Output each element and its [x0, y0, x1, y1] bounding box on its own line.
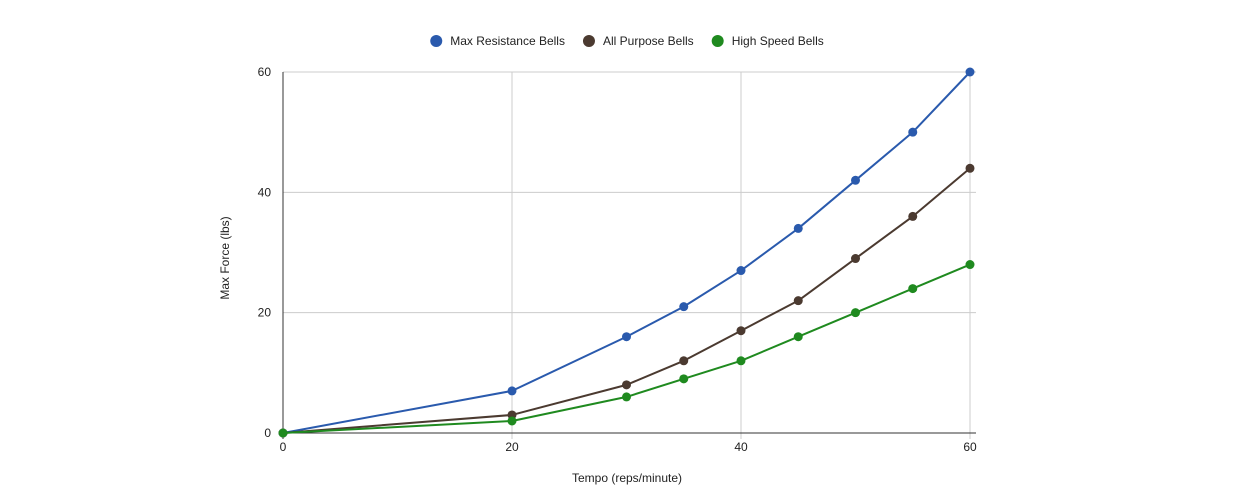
legend-label: High Speed Bells — [732, 34, 824, 48]
data-point[interactable] — [851, 308, 860, 318]
data-point[interactable] — [965, 67, 975, 77]
series-line — [282, 263, 971, 434]
x-axis-title: Tempo (reps/minute) — [572, 471, 682, 485]
x-tick-label: 40 — [734, 440, 748, 454]
data-point[interactable] — [622, 332, 631, 342]
y-axis-title: Max Force (lbs) — [218, 216, 232, 299]
data-point[interactable] — [965, 163, 975, 173]
x-tick-label: 60 — [963, 440, 977, 454]
legend: Max Resistance Bells All Purpose Bells Hig… — [430, 34, 824, 48]
grid-lines — [283, 71, 976, 439]
series-lines — [278, 67, 975, 438]
y-tick-label: 20 — [258, 306, 272, 320]
legend-marker — [430, 35, 443, 47]
data-point[interactable] — [278, 428, 288, 438]
data-point[interactable] — [622, 392, 631, 402]
x-tick-label: 0 — [280, 440, 287, 454]
y-tick-label: 60 — [258, 65, 272, 79]
series-2 — [278, 260, 975, 438]
data-point[interactable] — [851, 175, 860, 185]
legend-marker — [711, 35, 724, 47]
legend-item[interactable]: High Speed Bells — [711, 34, 824, 48]
legend-label: All Purpose Bells — [603, 34, 694, 48]
series-0 — [278, 67, 975, 438]
data-point[interactable] — [793, 223, 803, 233]
data-point[interactable] — [736, 356, 746, 366]
data-point[interactable] — [965, 260, 975, 270]
data-point[interactable] — [908, 211, 918, 221]
legend-label: Max Resistance Bells — [450, 34, 565, 48]
legend-item[interactable]: All Purpose Bells — [582, 34, 694, 48]
y-tick-label: 40 — [258, 185, 272, 199]
data-point[interactable] — [793, 332, 803, 342]
y-tick-label: 0 — [264, 426, 271, 440]
data-point[interactable] — [736, 266, 746, 276]
data-point[interactable] — [736, 326, 746, 336]
data-point[interactable] — [679, 374, 689, 384]
data-point[interactable] — [622, 380, 631, 390]
series-line — [282, 71, 971, 434]
data-point[interactable] — [793, 296, 803, 306]
axes — [282, 72, 976, 439]
data-point[interactable] — [679, 302, 689, 312]
data-point[interactable] — [507, 386, 517, 396]
data-point[interactable] — [908, 127, 918, 137]
legend-item[interactable]: Max Resistance Bells — [430, 34, 565, 48]
x-tick-label: 20 — [505, 440, 519, 454]
data-point[interactable] — [679, 356, 689, 366]
data-point[interactable] — [851, 254, 860, 264]
legend-marker — [582, 35, 595, 47]
data-point[interactable] — [507, 416, 517, 426]
tick-labels: 0 20 40 60 0 20 40 60 — [258, 65, 977, 454]
data-point[interactable] — [908, 284, 918, 294]
